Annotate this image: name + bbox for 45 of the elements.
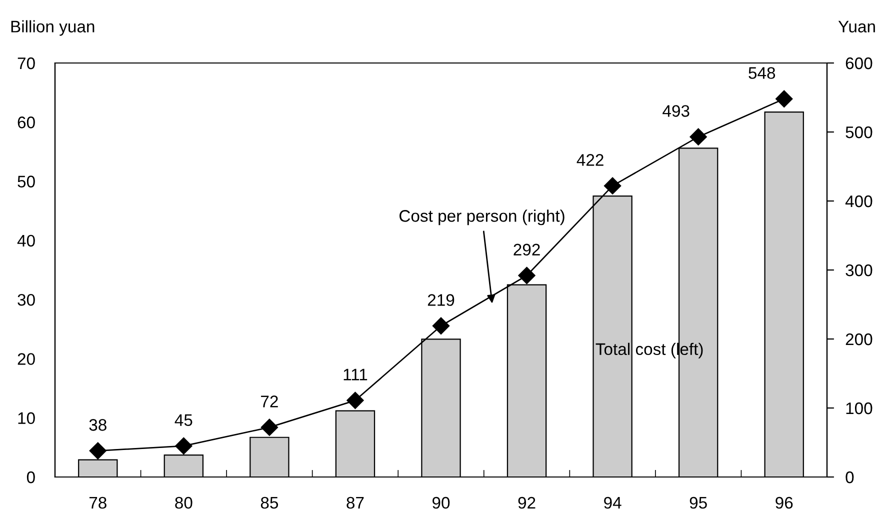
x-tick-label: 90 [432,496,450,509]
point [175,437,192,454]
data-label: 72 [261,396,278,408]
y-axis-title: Billion yuan [11,20,94,36]
y2-axis-title: Yuan [838,20,875,32]
y-tick-label: 10 [18,412,35,424]
y2-tick-label: 300 [846,264,872,276]
y-tick-label: 30 [18,294,35,306]
x-tick-label: 96 [776,496,793,509]
y2-tick-label: 0 [846,471,854,484]
x-tick-label: 95 [690,496,707,509]
x-tick-label: 78 [89,496,106,509]
y2-tick-label: 100 [846,402,872,414]
data-label: 45 [174,414,192,426]
point [260,418,278,436]
data-label: 548 [748,67,776,79]
y2-tick-label: 500 [846,126,872,138]
data-label: 292 [514,244,540,256]
y2-tick-label: 400 [845,195,872,208]
y-tick-label: 70 [18,57,35,70]
x-tick-label: 92 [518,496,536,509]
y-tick-label: 0 [26,471,35,484]
x-tick-label: 94 [604,496,622,509]
point [518,266,536,284]
data-label: 493 [662,105,690,117]
data-label: 38 [89,419,106,431]
y-tick-label: 50 [18,176,35,188]
x-tick-label: 85 [260,496,278,509]
data-label: 219 [428,294,454,306]
point [776,90,793,108]
point [690,128,707,146]
x-tick-label: 87 [346,496,364,509]
y2-tick-label: 200 [846,333,872,346]
y-tick-label: 40 [17,234,35,247]
y2-tick-label: 600 [846,57,872,70]
point [432,317,450,334]
x-tick-label: 80 [175,496,192,509]
data-label: 422 [576,154,604,166]
y-tick-label: 20 [18,353,35,365]
point [89,442,106,460]
point [604,177,622,194]
data-label: 111 [344,368,368,380]
series-label: Cost per person (right) [400,210,564,226]
y-tick-label: 60 [18,116,35,128]
point [346,392,364,409]
